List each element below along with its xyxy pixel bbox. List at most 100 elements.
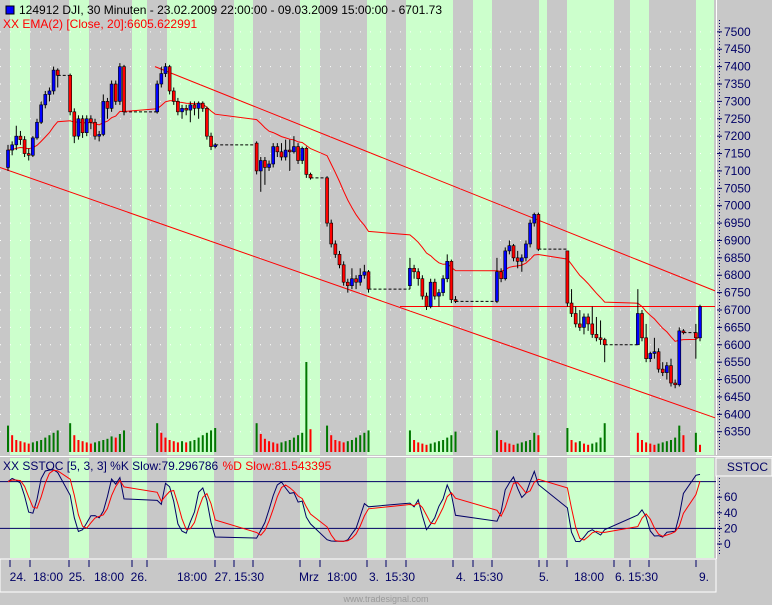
time-tick-label: 5. bbox=[539, 570, 549, 584]
candle bbox=[329, 222, 334, 245]
candle bbox=[590, 323, 595, 335]
candle bbox=[39, 104, 43, 123]
candle bbox=[84, 118, 89, 133]
candle bbox=[694, 332, 698, 339]
stoch-tick-label: 40 bbox=[724, 506, 738, 520]
candle bbox=[499, 271, 503, 280]
volume-bar bbox=[102, 440, 105, 452]
candle bbox=[325, 177, 329, 224]
candle bbox=[267, 163, 271, 168]
volume-bar bbox=[114, 437, 117, 452]
volume-bar bbox=[699, 444, 701, 452]
volume-bar bbox=[156, 423, 159, 452]
candle bbox=[569, 302, 574, 314]
volume-bar bbox=[524, 441, 527, 452]
price-axis[interactable] bbox=[716, 0, 772, 456]
candle bbox=[192, 104, 197, 109]
channel-lines[interactable] bbox=[0, 66, 716, 419]
time-tick-label: 18:00 bbox=[574, 570, 604, 584]
volume-bar bbox=[508, 443, 511, 452]
candle bbox=[341, 264, 346, 283]
price-tick-label: 7150 bbox=[724, 147, 751, 161]
candle bbox=[55, 69, 60, 76]
time-tick-label: 25. bbox=[69, 570, 86, 584]
volume-bar bbox=[189, 441, 192, 452]
time-tick-label: 15:30 bbox=[385, 570, 415, 584]
volume-bar bbox=[408, 430, 411, 452]
candle bbox=[271, 146, 275, 165]
volume-bar bbox=[678, 425, 681, 452]
session-band bbox=[539, 0, 547, 455]
candle bbox=[80, 118, 85, 133]
volume-bar bbox=[429, 443, 432, 452]
volume-bar bbox=[36, 441, 39, 452]
price-tick-label: 7050 bbox=[724, 181, 751, 195]
volume-bar bbox=[15, 440, 18, 452]
volume-bar bbox=[259, 434, 262, 452]
symbol-title: 124912 DJI, 30 Minuten - 23.02.2009 22:0… bbox=[19, 3, 442, 17]
price-tick-label: 6900 bbox=[724, 233, 751, 247]
volume-bar bbox=[657, 443, 660, 452]
volume-bar bbox=[197, 437, 200, 452]
volume-bar bbox=[367, 430, 370, 452]
volume-bar bbox=[674, 437, 677, 452]
stoch-panel-tab[interactable] bbox=[715, 457, 772, 477]
candle bbox=[275, 146, 280, 153]
candle bbox=[648, 353, 653, 359]
candle bbox=[51, 69, 56, 92]
candle bbox=[101, 101, 106, 135]
candle bbox=[424, 295, 429, 307]
volume-bar bbox=[268, 441, 271, 452]
candle bbox=[337, 254, 342, 266]
volume-bar bbox=[185, 442, 188, 452]
time-tick-label: 15:30 bbox=[473, 570, 503, 584]
volume-bar bbox=[346, 441, 349, 452]
candle bbox=[43, 94, 48, 106]
candle bbox=[6, 149, 10, 168]
session-band bbox=[406, 0, 453, 455]
stoch-session-band bbox=[132, 458, 147, 558]
stoch-tick-label: 0 bbox=[724, 537, 731, 551]
stoch-tick-label: 20 bbox=[724, 521, 738, 535]
candle bbox=[449, 261, 454, 300]
candle bbox=[18, 135, 23, 140]
volume-bar bbox=[56, 430, 59, 452]
volume-bar bbox=[500, 440, 503, 452]
volume-bar bbox=[603, 423, 606, 452]
volume-bar bbox=[272, 442, 275, 452]
volume-bar bbox=[421, 443, 424, 452]
volume-bar bbox=[118, 434, 121, 452]
volume-bar bbox=[292, 437, 295, 452]
candle bbox=[586, 316, 590, 325]
channel-lower-line[interactable] bbox=[0, 166, 716, 419]
time-tick-label: 24. bbox=[10, 570, 27, 584]
volume-bar bbox=[288, 440, 291, 452]
candle bbox=[665, 365, 669, 373]
candle bbox=[109, 83, 114, 109]
channel-upper-line[interactable] bbox=[154, 66, 716, 292]
stoch-session-band bbox=[696, 458, 714, 558]
candle bbox=[122, 66, 126, 113]
candle bbox=[578, 323, 582, 328]
candle bbox=[300, 148, 305, 161]
candle bbox=[47, 90, 52, 95]
volume-bar bbox=[297, 435, 300, 452]
volume-bar bbox=[89, 443, 92, 452]
stoch-session-band bbox=[567, 458, 614, 558]
volume-bar bbox=[520, 442, 523, 452]
session-band bbox=[69, 0, 89, 455]
candle bbox=[660, 368, 665, 373]
time-axis[interactable] bbox=[0, 558, 717, 593]
price-tick-label: 6500 bbox=[724, 373, 751, 387]
volume-bars bbox=[7, 362, 701, 452]
price-tick-label: 7200 bbox=[724, 129, 751, 143]
time-tick-label: 15:30 bbox=[234, 570, 264, 584]
volume-bar bbox=[181, 441, 184, 452]
volume-bar bbox=[591, 443, 594, 452]
volume-bar bbox=[437, 441, 440, 452]
session-band bbox=[696, 0, 714, 455]
session-band bbox=[567, 0, 614, 455]
time-axis-ticks: 24. 18:00 25. 18:00 26. 18:00 27. 15:30 Mrz 18:00… bbox=[9, 560, 709, 584]
volume-bar bbox=[326, 425, 329, 452]
volume-bar bbox=[210, 430, 213, 452]
